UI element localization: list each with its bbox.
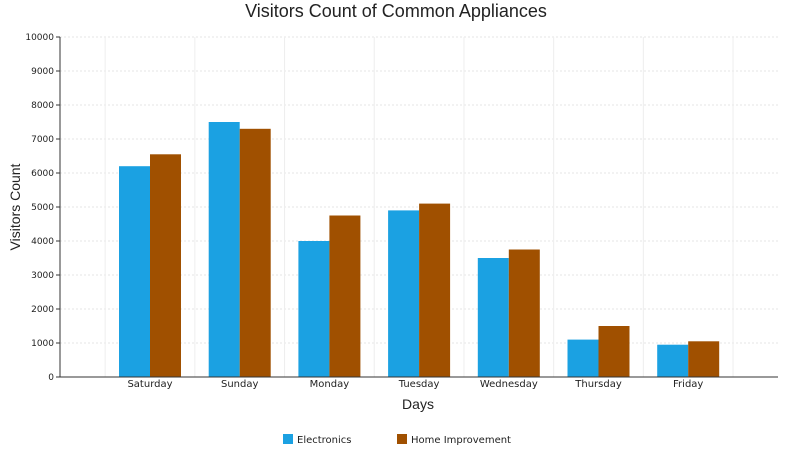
legend-label: Home Improvement [411,435,511,446]
bar-electronics-saturday[interactable] [119,166,150,377]
y-tick-label: 0 [48,373,54,383]
x-tick-label: Saturday [127,379,172,390]
y-axis-title: Visitors Count [7,163,23,250]
chart-title: Visitors Count of Common Appliances [245,1,547,21]
bar-home-improvement-sunday[interactable] [239,128,271,377]
bar-electronics-monday[interactable] [298,241,330,377]
bar-home-improvement-friday[interactable] [688,341,720,377]
x-tick-label: Monday [310,379,350,390]
bar-home-improvement-thursday[interactable] [598,326,630,377]
bars [119,122,720,378]
y-tick-labels: 0 1000 2000 3000 4000 5000 6000 7000 8000 9000 100… [25,33,54,383]
y-tick-label: 1000 [31,339,54,349]
x-axis-title: Days [402,396,434,412]
legend-swatch [397,434,407,444]
bar-electronics-friday[interactable] [657,344,689,377]
x-tick-label: Thursday [574,379,622,390]
x-tick-label: Sunday [221,379,258,390]
y-tick-label: 3000 [31,271,54,281]
y-tick-label: 2000 [31,305,54,315]
x-tick-label: Tuesday [398,379,440,390]
y-tick-label: 6000 [31,169,54,179]
bar-electronics-sunday[interactable] [208,122,240,377]
legend[interactable]: Electronics Home Improvement [283,434,511,446]
bar-home-improvement-tuesday[interactable] [419,203,451,377]
legend-item-electronics[interactable]: Electronics [283,434,352,446]
bar-electronics-wednesday[interactable] [477,258,509,377]
y-tick-label: 7000 [31,135,54,145]
y-tick-label: 9000 [31,67,54,77]
x-tick-label: Wednesday [480,379,538,390]
bar-electronics-thursday[interactable] [567,339,599,377]
bar-electronics-tuesday[interactable] [388,210,420,377]
bar-home-improvement-monday[interactable] [329,215,361,378]
grid-lines [60,36,778,377]
axes [56,36,778,378]
legend-item-home-improvement[interactable]: Home Improvement [397,434,511,446]
y-tick-label: 8000 [31,101,54,111]
x-tick-labels: Saturday Sunday Monday Tuesday Wednesday Thur… [127,379,703,390]
y-tick-label: 4000 [31,237,54,247]
legend-label: Electronics [297,435,352,446]
y-tick-label: 10000 [25,33,54,43]
bar-home-improvement-wednesday[interactable] [508,249,540,378]
legend-swatch [283,434,293,444]
x-tick-label: Friday [673,379,703,390]
y-tick-label: 5000 [31,203,54,213]
bar-home-improvement-saturday[interactable] [150,154,181,377]
